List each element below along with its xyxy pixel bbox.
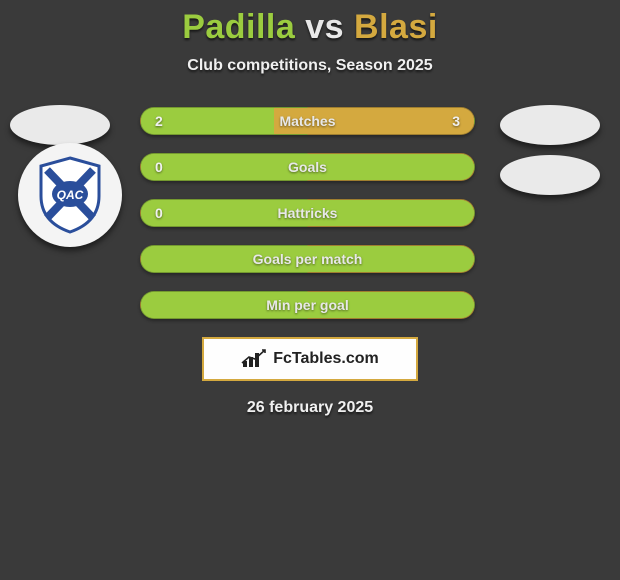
stat-label: Min per goal <box>205 297 410 313</box>
player1-name: Padilla <box>182 8 295 46</box>
stat-left-value: 2 <box>155 113 205 129</box>
stat-label: Hattricks <box>205 205 410 221</box>
shield-text: QAC <box>57 188 84 202</box>
stat-left-value: 0 <box>155 205 205 221</box>
subtitle: Club competitions, Season 2025 <box>0 57 620 75</box>
stats-area: QAC 2Matches30Goals0HattricksGoals per m… <box>0 107 620 319</box>
stat-bar: Goals per match <box>140 245 475 273</box>
logo-text: FcTables.com <box>273 350 379 368</box>
player2-badge-placeholder-1 <box>500 105 600 145</box>
stat-label: Matches <box>205 113 410 129</box>
infographic-container: Padilla vs Blasi Club competitions, Seas… <box>0 0 620 417</box>
chart-icon <box>241 349 267 369</box>
stat-bar: 2Matches3 <box>140 107 475 135</box>
shield-icon: QAC <box>37 156 103 234</box>
stat-bar: Min per goal <box>140 291 475 319</box>
club-badge: QAC <box>18 143 122 247</box>
fctables-logo: FcTables.com <box>202 337 418 381</box>
stat-left-value: 0 <box>155 159 205 175</box>
stat-label: Goals <box>205 159 410 175</box>
title: Padilla vs Blasi <box>0 8 620 47</box>
player1-badge-placeholder <box>10 105 110 145</box>
vs-text: vs <box>305 8 344 46</box>
player2-badge-placeholder-2 <box>500 155 600 195</box>
stat-right-value: 3 <box>410 113 460 129</box>
date-text: 26 february 2025 <box>0 399 620 417</box>
stat-bar: 0Goals <box>140 153 475 181</box>
stat-label: Goals per match <box>205 251 410 267</box>
stat-bar: 0Hattricks <box>140 199 475 227</box>
player2-name: Blasi <box>354 8 438 46</box>
stat-bars: 2Matches30Goals0HattricksGoals per match… <box>140 107 475 319</box>
